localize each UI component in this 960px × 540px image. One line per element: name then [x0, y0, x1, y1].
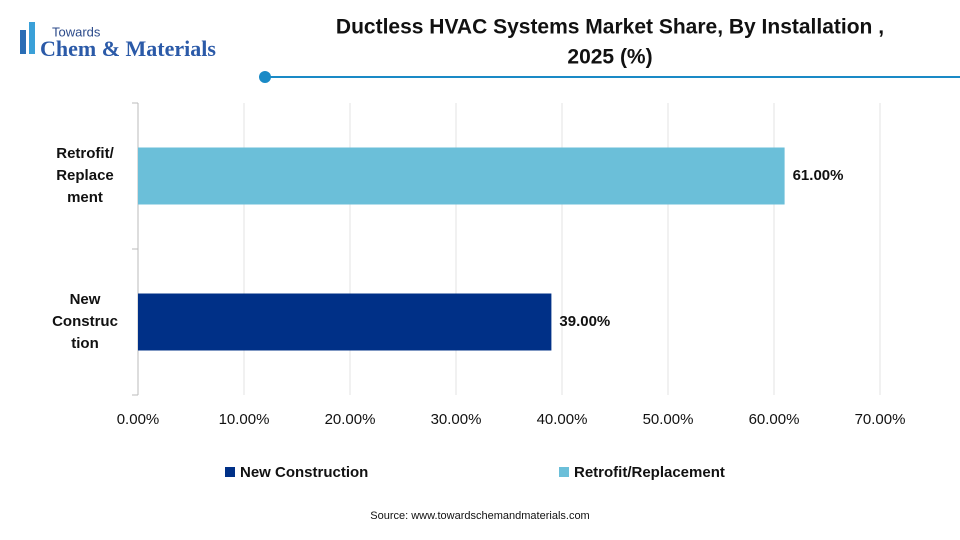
chart-title: 2025 (%) [567, 46, 652, 69]
x-tick-label: 40.00% [537, 411, 588, 428]
logo-icon [20, 30, 26, 54]
chart-title: Ductless HVAC Systems Market Share, By I… [336, 16, 884, 39]
logo: Towards Chem & Materials [20, 22, 216, 61]
y-tick-label: New [70, 291, 101, 308]
y-tick-label: ment [67, 189, 103, 206]
x-tick-label: 60.00% [749, 411, 800, 428]
y-tick-label: Construc [52, 313, 118, 330]
x-tick-label: 0.00% [117, 411, 160, 428]
title-rule-dot [259, 71, 271, 83]
x-tick-label: 30.00% [431, 411, 482, 428]
bar [138, 147, 785, 205]
x-tick-label: 10.00% [219, 411, 270, 428]
legend-label: New Construction [240, 464, 368, 481]
data-label: 61.00% [793, 167, 844, 184]
legend-swatch [559, 467, 569, 477]
logo-top: Towards [52, 24, 101, 39]
legend-swatch [225, 467, 235, 477]
x-tick-label: 50.00% [643, 411, 694, 428]
source: Source: www.towardschemandmaterials.com [370, 510, 589, 522]
y-tick-label: tion [71, 335, 99, 352]
x-tick-label: 70.00% [855, 411, 906, 428]
bar [138, 293, 552, 351]
logo-main: Chem & Materials [40, 36, 216, 61]
x-tick-label: 20.00% [325, 411, 376, 428]
legend-label: Retrofit/Replacement [574, 464, 725, 481]
logo-icon [29, 22, 35, 54]
y-tick-label: Replace [56, 167, 114, 184]
y-tick-label: Retrofit/ [56, 145, 114, 162]
data-label: 39.00% [559, 313, 610, 330]
